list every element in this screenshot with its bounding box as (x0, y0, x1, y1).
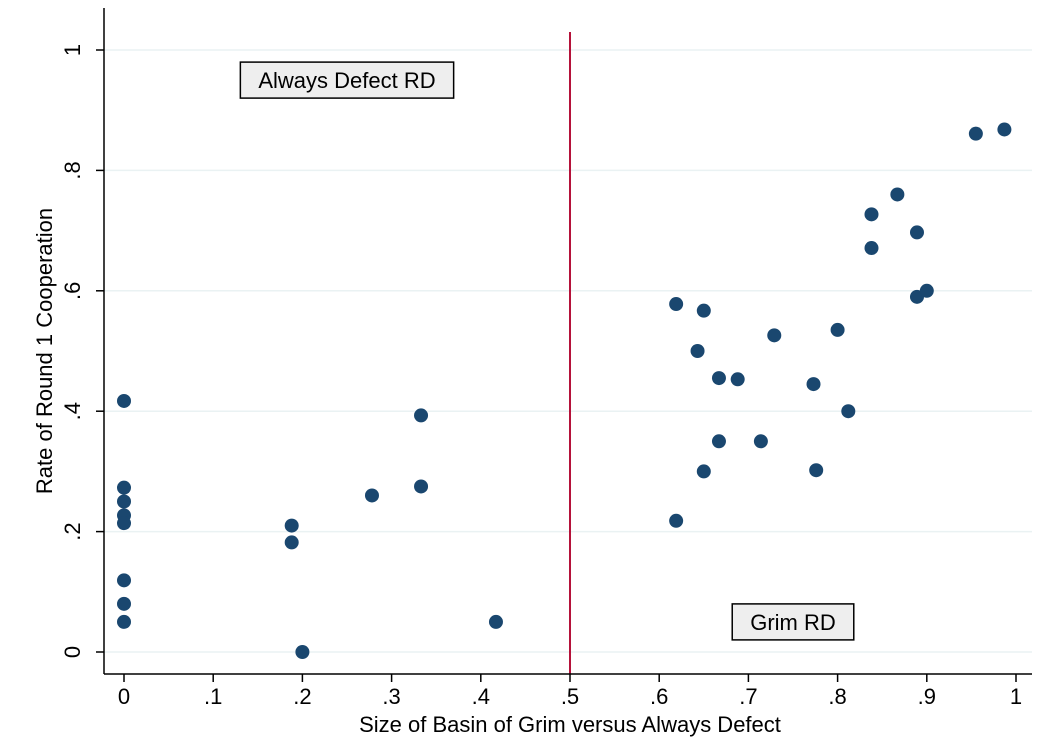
data-point (864, 207, 879, 222)
data-point (890, 187, 905, 202)
x-tick-label: .4 (472, 684, 490, 709)
y-axis-title: Rate of Round 1 Cooperation (32, 208, 57, 494)
data-point (488, 614, 503, 629)
x-tick-label: .9 (918, 684, 936, 709)
data-point (295, 645, 310, 659)
data-point (841, 404, 856, 419)
y-tick-label: 1 (60, 44, 85, 56)
data-point (284, 535, 299, 550)
data-point (117, 614, 131, 629)
data-point (117, 573, 131, 588)
data-point (364, 488, 379, 503)
x-tick-label: .8 (828, 684, 846, 709)
x-tick-label: .3 (382, 684, 400, 709)
x-tick-label: 1 (1010, 684, 1022, 709)
annotation-frame (239, 61, 455, 99)
data-point (117, 516, 131, 531)
y-tick-label: .4 (60, 402, 85, 420)
data-point (997, 122, 1012, 137)
annotation-label: Always Defect RD (258, 68, 435, 93)
x-tick-label: 0 (118, 684, 130, 709)
annotation-label: Grim RD (750, 610, 836, 635)
data-point (767, 328, 782, 343)
data-point (690, 344, 705, 358)
data-points (117, 122, 1012, 659)
annotation-frame (731, 603, 855, 641)
data-point (753, 434, 768, 449)
data-point (830, 322, 845, 337)
data-point (864, 241, 879, 256)
x-tick-label: .1 (204, 684, 222, 709)
data-point (968, 126, 983, 141)
data-point (284, 518, 299, 533)
data-point (414, 408, 429, 423)
data-point (669, 513, 684, 528)
y-tick-label: .6 (60, 282, 85, 300)
x-axis-title: Size of Basin of Grim versus Always Defe… (359, 712, 781, 737)
data-point (730, 372, 745, 387)
annotation-box: Always Defect RD (239, 61, 455, 99)
data-point (696, 303, 711, 318)
y-tick-label: .8 (60, 161, 85, 179)
data-point (117, 494, 131, 509)
data-point (117, 596, 131, 611)
data-point (696, 464, 711, 479)
data-point (117, 393, 131, 408)
data-point (919, 283, 934, 298)
x-tick-label: .2 (293, 684, 311, 709)
data-point (669, 297, 684, 312)
annotation-box: Grim RD (731, 603, 855, 641)
y-tick-label: .2 (60, 522, 85, 540)
data-point (711, 434, 726, 449)
x-tick-label: .6 (650, 684, 668, 709)
axes: 0 .1 .2 .3 .4 .5 .6 .7 .8 .9 1 0 .2 .4 .6 .8 1 (60, 8, 1032, 709)
gridlines (104, 49, 1032, 653)
y-tick-label: 0 (60, 646, 85, 658)
data-point (809, 463, 824, 478)
data-point (909, 225, 924, 240)
annotations: Always Defect RD Grim RD (239, 61, 855, 641)
x-tick-label: .5 (561, 684, 579, 709)
data-point (414, 479, 429, 494)
data-point (806, 377, 821, 392)
data-point (117, 480, 131, 495)
data-point (711, 371, 726, 386)
x-tick-label: .7 (739, 684, 757, 709)
